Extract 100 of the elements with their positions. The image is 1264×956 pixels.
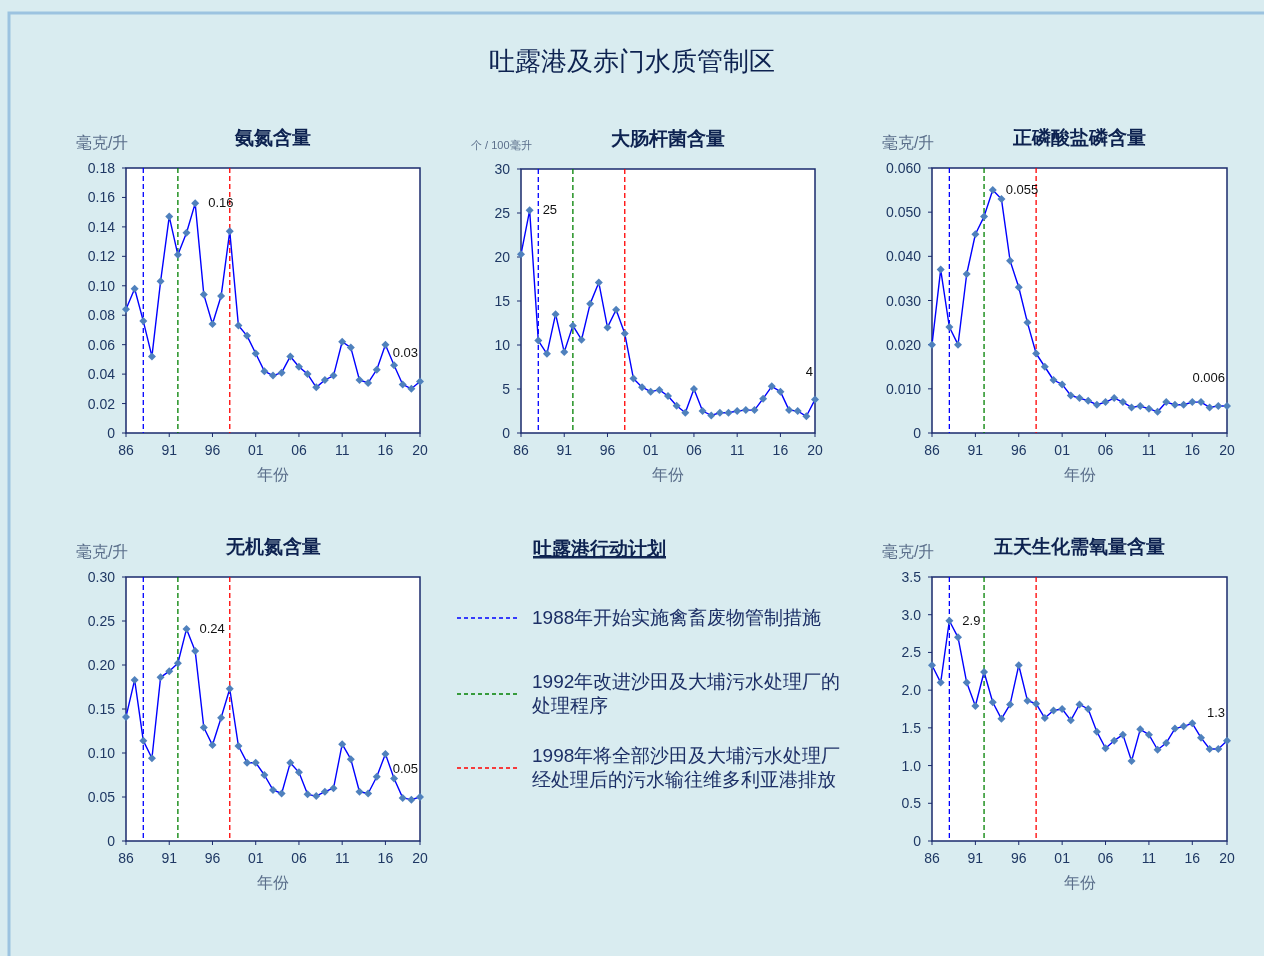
x-tick-label: 16 bbox=[1184, 442, 1201, 458]
y-tick-label: 0.010 bbox=[885, 380, 922, 397]
y-tick-label: 30 bbox=[494, 161, 511, 177]
y-tick-label: 0.5 bbox=[901, 795, 922, 812]
chart-title: 正磷酸盐磷含量 bbox=[1012, 127, 1146, 148]
y-tick-label: 0.050 bbox=[885, 204, 922, 221]
x-tick-label: 11 bbox=[729, 442, 745, 458]
y-tick-label: 0.060 bbox=[885, 160, 922, 176]
chart-title: 氨氮含量 bbox=[234, 127, 311, 148]
y-axis-title: 毫克/升 bbox=[882, 543, 935, 560]
y-tick-label: 10 bbox=[494, 337, 511, 353]
x-tick-label: 86 bbox=[924, 850, 940, 866]
x-tick-label: 96 bbox=[204, 442, 221, 458]
y-tick-label: 0.16 bbox=[87, 189, 116, 206]
y-tick-label: 0 bbox=[502, 425, 511, 441]
x-axis-title: 年份 bbox=[257, 466, 289, 483]
data-label: 0.006 bbox=[1192, 370, 1225, 386]
y-tick-label: 0.040 bbox=[885, 248, 922, 265]
y-tick-label: 0.04 bbox=[87, 366, 116, 383]
y-tick-label: 3.0 bbox=[901, 606, 922, 623]
data-label: 0.16 bbox=[208, 195, 234, 211]
x-tick-label: 20 bbox=[412, 850, 428, 866]
y-axis-title: 毫克/升 bbox=[76, 543, 129, 560]
y-tick-label: 25 bbox=[494, 205, 511, 221]
x-tick-label: 16 bbox=[377, 850, 394, 866]
x-tick-label: 11 bbox=[1141, 850, 1157, 866]
y-tick-label: 0.08 bbox=[87, 307, 116, 324]
x-tick-label: 86 bbox=[924, 442, 940, 458]
text: 1988年开始实施禽畜废物管制措施 bbox=[532, 607, 822, 628]
y-tick-label: 0.14 bbox=[87, 218, 116, 235]
y-tick-label: 0.10 bbox=[87, 745, 116, 761]
y-axis-title: 个 / 100毫升 bbox=[471, 139, 532, 151]
chart-title: 大肠杆菌含量 bbox=[611, 128, 725, 149]
x-tick-label: 20 bbox=[412, 442, 428, 458]
data-label: 0.24 bbox=[199, 620, 225, 636]
x-tick-label: 06 bbox=[291, 442, 307, 458]
y-tick-label: 1.5 bbox=[901, 719, 922, 736]
x-axis-title: 年份 bbox=[652, 466, 684, 483]
x-tick-label: 91 bbox=[161, 442, 178, 458]
text: 吐露港行动计划 bbox=[533, 538, 666, 559]
y-tick-label: 0.05 bbox=[87, 789, 116, 805]
x-tick-label: 11 bbox=[1141, 442, 1157, 458]
y-tick-label: 0 bbox=[107, 833, 116, 849]
y-tick-label: 0.06 bbox=[87, 336, 116, 353]
data-label: 4 bbox=[805, 363, 813, 379]
y-tick-label: 0.02 bbox=[87, 395, 116, 412]
x-tick-label: 91 bbox=[967, 850, 984, 866]
x-tick-label: 01 bbox=[247, 850, 264, 866]
data-label: 0.05 bbox=[392, 761, 418, 776]
data-label: 0.03 bbox=[392, 345, 418, 361]
text: 吐露港及赤门水质管制区 bbox=[489, 46, 775, 76]
chart-title: 五天生化需氧量含量 bbox=[993, 536, 1165, 557]
x-tick-label: 11 bbox=[334, 442, 350, 458]
x-tick-label: 86 bbox=[118, 442, 134, 458]
data-label: 25 bbox=[542, 202, 558, 218]
x-tick-label: 11 bbox=[334, 850, 350, 866]
x-tick-label: 06 bbox=[1097, 850, 1114, 866]
y-tick-label: 0.25 bbox=[87, 613, 116, 629]
y-axis-title: 毫克/升 bbox=[76, 134, 129, 151]
y-tick-label: 0.15 bbox=[87, 701, 116, 717]
y-tick-label: 0.30 bbox=[87, 569, 116, 585]
x-axis-title: 年份 bbox=[1063, 874, 1096, 891]
x-tick-label: 16 bbox=[377, 442, 394, 458]
x-tick-label: 96 bbox=[1010, 850, 1027, 866]
x-tick-label: 96 bbox=[599, 442, 616, 458]
x-tick-label: 86 bbox=[513, 442, 529, 458]
text: 1998年将全部沙田及大埔污水处理厂经处理后的污水输往维多利亚港排放 bbox=[532, 745, 841, 790]
y-tick-label: 1.0 bbox=[901, 757, 922, 774]
text: 1992年改进沙田及大埔污水处理厂的处理程序 bbox=[532, 671, 841, 716]
y-tick-label: 0.12 bbox=[87, 248, 116, 265]
data-label: 0.055 bbox=[1005, 182, 1039, 198]
x-tick-label: 06 bbox=[291, 850, 307, 866]
x-axis-title: 年份 bbox=[1063, 466, 1096, 483]
x-tick-label: 91 bbox=[967, 442, 984, 458]
x-tick-label: 16 bbox=[1184, 850, 1201, 866]
y-tick-label: 0 bbox=[913, 425, 922, 441]
y-tick-label: 3.5 bbox=[901, 569, 922, 585]
y-tick-label: 15 bbox=[494, 293, 511, 309]
y-tick-label: 0.020 bbox=[885, 336, 922, 353]
x-tick-label: 20 bbox=[1219, 850, 1235, 866]
x-tick-label: 01 bbox=[247, 442, 264, 458]
y-tick-label: 2.5 bbox=[901, 644, 922, 661]
y-axis-title: 毫克/升 bbox=[882, 134, 935, 151]
chart-title: 无机氮含量 bbox=[224, 536, 321, 557]
x-tick-label: 20 bbox=[807, 442, 823, 458]
x-tick-label: 01 bbox=[642, 442, 659, 458]
y-tick-label: 2.0 bbox=[901, 682, 922, 699]
x-tick-label: 16 bbox=[772, 442, 789, 458]
y-tick-label: 0.10 bbox=[87, 277, 116, 294]
y-tick-label: 0 bbox=[913, 833, 922, 849]
x-tick-label: 01 bbox=[1054, 850, 1071, 866]
x-tick-label: 91 bbox=[161, 850, 178, 866]
y-tick-label: 20 bbox=[494, 249, 511, 265]
x-tick-label: 06 bbox=[686, 442, 702, 458]
x-tick-label: 20 bbox=[1219, 442, 1235, 458]
data-label: 2.9 bbox=[962, 612, 981, 628]
y-tick-label: 0.030 bbox=[885, 292, 922, 309]
data-label: 1.3 bbox=[1206, 704, 1225, 720]
x-axis-title: 年份 bbox=[257, 874, 289, 891]
x-tick-label: 96 bbox=[1010, 442, 1027, 458]
